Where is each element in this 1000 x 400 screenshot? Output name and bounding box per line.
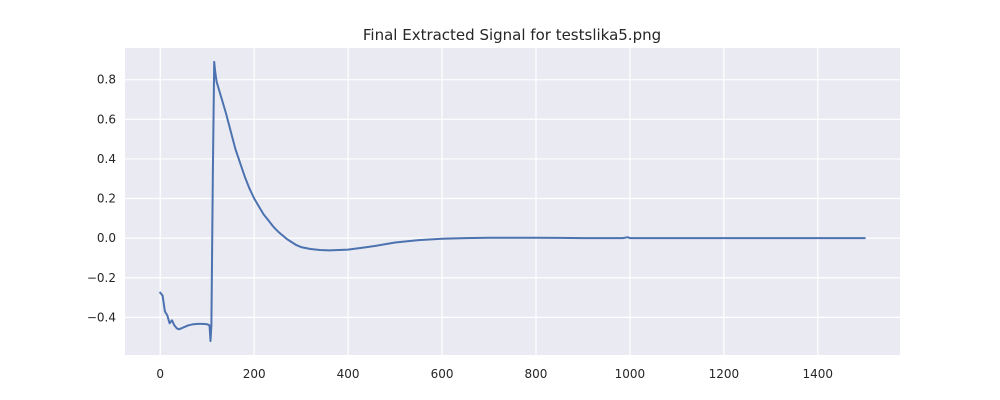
x-tick-label: 200 bbox=[243, 367, 266, 381]
y-tick-label: 0.4 bbox=[97, 152, 116, 166]
x-tick-label: 0 bbox=[156, 367, 164, 381]
y-tick-label: −0.4 bbox=[87, 310, 116, 324]
x-gridlines bbox=[159, 48, 819, 355]
plot-area bbox=[125, 48, 900, 355]
x-axis-ticks: 0 200 400 600 800 1000 1200 1400 bbox=[156, 367, 833, 381]
x-tick-label: 1000 bbox=[615, 367, 646, 381]
y-tick-label: 0.0 bbox=[97, 231, 116, 245]
chart-title: Final Extracted Signal for testslika5.pn… bbox=[363, 26, 661, 44]
y-tick-label: 0.8 bbox=[97, 73, 116, 87]
series-line bbox=[159, 60, 866, 343]
x-tick-label: 1400 bbox=[803, 367, 834, 381]
y-tick-label: 0.6 bbox=[97, 112, 116, 126]
series-layer bbox=[159, 60, 866, 343]
y-tick-label: −0.2 bbox=[87, 271, 116, 285]
x-tick-label: 400 bbox=[337, 367, 360, 381]
y-axis-ticks: −0.4 −0.2 0.0 0.2 0.4 0.6 0.8 bbox=[87, 73, 116, 325]
y-tick-label: 0.2 bbox=[97, 192, 116, 206]
x-tick-label: 600 bbox=[431, 367, 454, 381]
x-tick-label: 1200 bbox=[709, 367, 740, 381]
x-tick-label: 800 bbox=[525, 367, 548, 381]
